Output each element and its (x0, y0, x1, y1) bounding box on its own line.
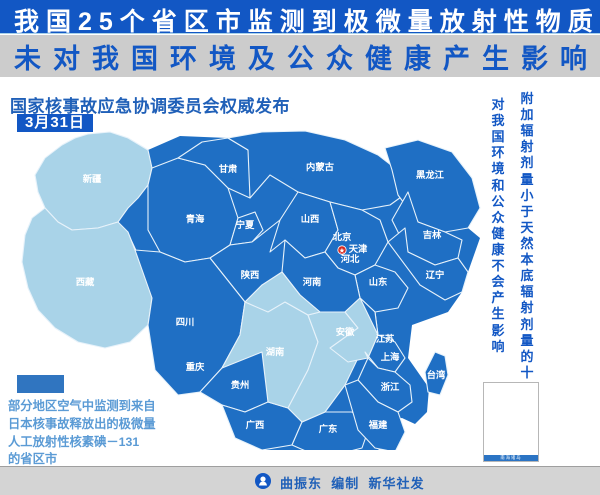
svg-text:青海: 青海 (186, 213, 205, 224)
svg-text:福建: 福建 (368, 419, 388, 430)
svg-text:贵州: 贵州 (231, 379, 250, 390)
svg-text:台湾: 台湾 (427, 369, 446, 380)
svg-text:重庆: 重庆 (186, 361, 205, 372)
svg-text:上海: 上海 (381, 351, 400, 362)
svg-text:西藏: 西藏 (76, 276, 95, 287)
svg-text:陕西: 陕西 (241, 269, 260, 280)
svg-text:吉林: 吉林 (423, 229, 442, 240)
svg-text:浙江: 浙江 (381, 381, 400, 392)
svg-text:山东: 山东 (369, 276, 388, 287)
svg-text:湖南: 湖南 (266, 346, 285, 357)
svg-text:黑龙江: 黑龙江 (416, 169, 445, 180)
svg-text:四川: 四川 (176, 317, 195, 327)
svg-text:辽宁: 辽宁 (426, 269, 445, 280)
svg-text:广东: 广东 (319, 423, 338, 434)
svg-text:山西: 山西 (301, 213, 320, 224)
svg-text:新疆: 新疆 (83, 173, 102, 184)
svg-text:内蒙古: 内蒙古 (306, 161, 335, 172)
svg-text:江苏: 江苏 (376, 333, 395, 344)
svg-text:天津: 天津 (349, 243, 368, 254)
svg-text:北京: 北京 (333, 231, 352, 242)
svg-text:宁夏: 宁夏 (236, 219, 255, 230)
svg-text:河北: 河北 (341, 253, 360, 264)
svg-text:河南: 河南 (303, 276, 322, 287)
svg-text:安徽: 安徽 (336, 326, 355, 337)
svg-text:甘肃: 甘肃 (219, 163, 238, 174)
